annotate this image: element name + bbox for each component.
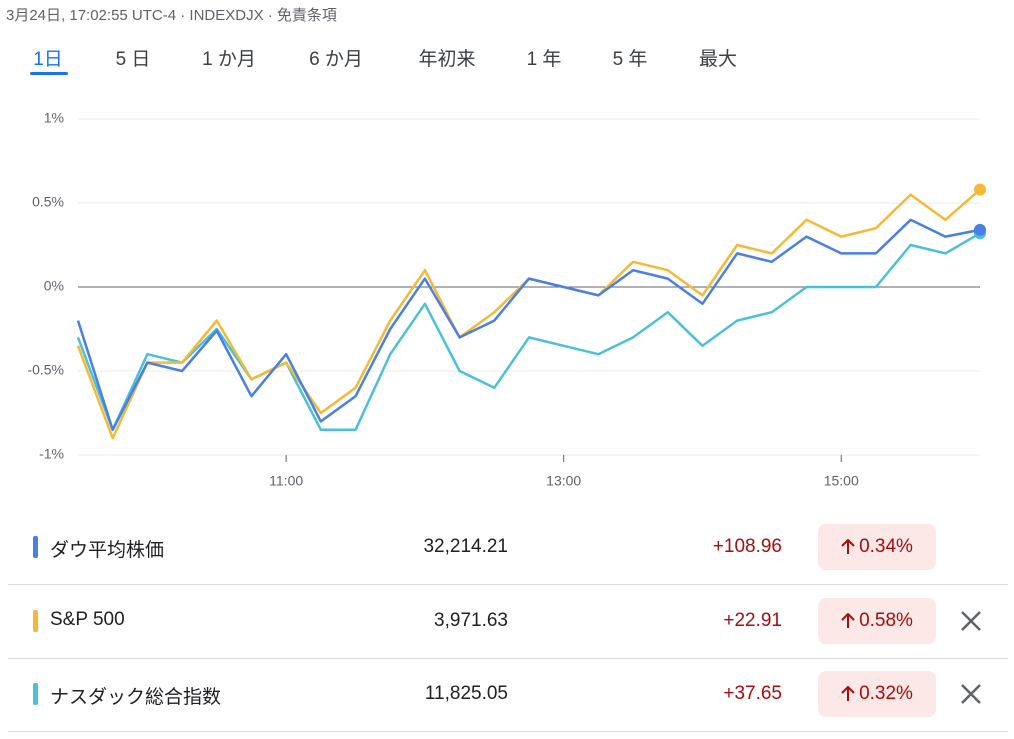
table-row: S&P 500 3,971.63 +22.91 0.58% [8,585,1008,659]
range-tab[interactable]: 1 年 [526,49,562,70]
x-tick-label: 11:00 [269,473,303,489]
percent-change: 0.34% [818,524,936,570]
range-tab[interactable]: 最大 [698,49,738,70]
remove-button[interactable] [960,683,982,705]
series-name: ナスダック総合指数 [50,687,222,708]
change: +22.91 [723,610,782,631]
up-arrow [841,686,855,701]
percent-value: 0.58% [859,610,913,631]
up-arrow [841,613,855,628]
series-color [33,610,38,632]
series-name: S&P 500 [50,609,125,630]
table-row: ナスダック総合指数 11,825.05 +37.65 0.32% [8,658,1008,732]
y-tick-label: 1% [44,110,64,126]
range-tab[interactable]: 1 か月 [202,49,256,70]
percent-change: 0.58% [818,598,936,644]
header: 3月24日, 17:02:55 UTC-4 · INDEXDJX · 免責条項 [6,7,337,24]
x-tick-label: 13:00 [546,473,581,489]
tab-underline [30,72,68,75]
change: +108.96 [712,536,782,557]
y-tick-label: -1% [39,446,64,462]
range-tab[interactable]: 6 か月 [309,49,363,70]
x-tick-label: 15:00 [824,473,859,489]
range-tab[interactable]: 5 日 [115,49,151,70]
up-arrow [841,539,855,554]
percent-change: 0.32% [818,671,936,717]
series-color [33,536,38,558]
price: 3,971.63 [434,610,508,631]
price: 11,825.05 [424,683,508,704]
remove-button[interactable] [960,610,982,632]
series-line [76,188,981,440]
close-icon [961,684,981,704]
series-name: ダウ平均株価 [50,540,165,561]
chart: 1% 0.5% 0% -0.5% -1% 11:00 13:00 15:00 [27,110,986,489]
end-dot [974,183,986,196]
change: +37.65 [723,683,782,704]
price: 32,214.21 [423,536,508,557]
series-line [76,232,981,432]
range-tab[interactable]: 年初来 [418,49,476,70]
y-tick-label: -0.5% [27,362,64,378]
percent-value: 0.34% [859,536,913,557]
series-line [76,218,981,432]
end-dot [974,223,986,236]
range-tab[interactable]: 1日 [33,49,63,70]
series-color [33,683,38,705]
range-tab[interactable]: 5 年 [612,49,648,70]
close-icon [961,611,981,631]
table-row: ダウ平均株価 32,214.21 +108.96 0.34% [8,511,1008,585]
percent-value: 0.32% [859,683,913,704]
y-tick-label: 0.5% [32,194,64,210]
y-tick-label: 0% [44,278,64,294]
